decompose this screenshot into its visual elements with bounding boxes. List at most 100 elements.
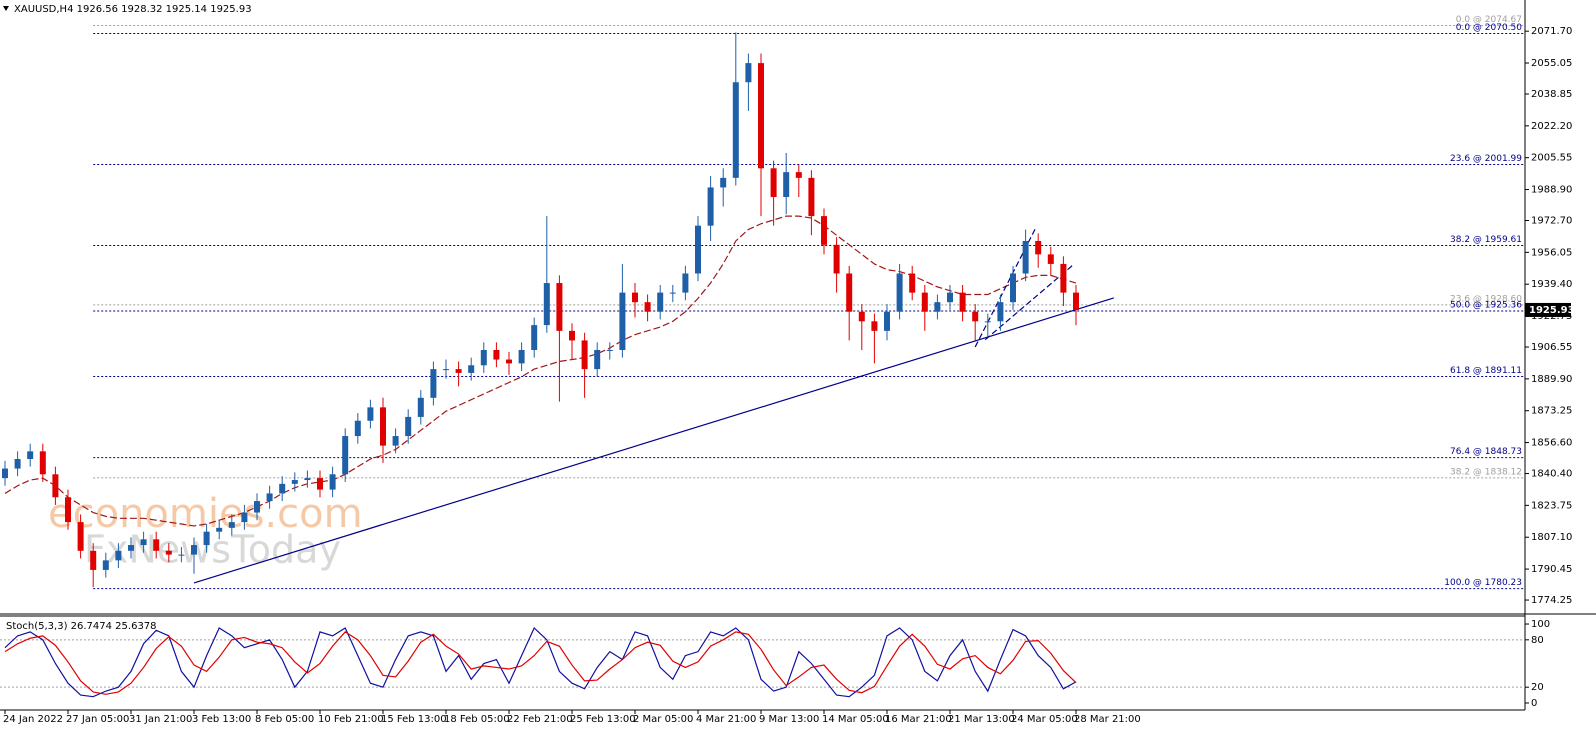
fib-label: 50.0 @ 1925.36 (1450, 301, 1522, 311)
candle-body (997, 302, 1004, 322)
y-tick-label: 1889.90 (1531, 374, 1572, 385)
candle-body (455, 369, 462, 373)
candle-body (695, 225, 701, 274)
candle-body (707, 187, 714, 226)
candle-body (632, 292, 638, 303)
candle-body (846, 273, 853, 312)
candle-body (52, 474, 59, 498)
y-tick-label: 1774.25 (1531, 595, 1572, 606)
candle-body (808, 177, 815, 217)
candle-body (493, 349, 500, 360)
candle-body (165, 550, 172, 555)
candle-body (178, 554, 185, 556)
candle-body (1010, 273, 1016, 303)
candle-body (909, 273, 916, 293)
candle-body (417, 397, 424, 417)
candle-body (959, 292, 966, 312)
candle-body (657, 292, 664, 312)
candle-body (279, 483, 286, 494)
candle-body (581, 340, 588, 370)
candle-body (228, 522, 235, 528)
fib-label: 0.0 @ 2074.67 (1456, 15, 1522, 25)
x-tick-label: 14 Mar 05:00 (822, 714, 889, 725)
candle-body (896, 273, 903, 312)
candle-body (329, 474, 336, 490)
trendline (984, 265, 1073, 341)
x-tick-label: 27 Jan 05:00 (66, 714, 129, 725)
trendline (193, 297, 1114, 584)
candle-body (833, 244, 840, 274)
oscillator-line (4, 626, 1077, 698)
y-tick-label: 1856.60 (1531, 438, 1572, 449)
x-tick-label: 15 Feb 13:00 (381, 714, 447, 725)
y-tick-label: 2038.85 (1531, 89, 1572, 100)
candle-body (921, 292, 928, 312)
candle-body (443, 369, 449, 371)
y-tick-label: 100 (1531, 619, 1550, 630)
candle-body (783, 172, 790, 197)
candle-body (2, 468, 8, 479)
candle-body (405, 416, 412, 437)
candle-body (128, 545, 134, 551)
x-tick-label: 21 Mar 13:00 (948, 714, 1015, 725)
candle-body (468, 365, 475, 373)
candle-body (480, 349, 487, 366)
y-tick-label: 0 (1531, 698, 1537, 709)
price-box (1525, 302, 1571, 317)
candle-body (669, 292, 676, 294)
candle-body (871, 321, 878, 331)
candle-body (77, 522, 84, 551)
y-tick-label: 2005.55 (1531, 153, 1572, 164)
candle-body (972, 311, 979, 322)
x-tick-label: 8 Feb 05:00 (255, 714, 314, 725)
candle-body (619, 292, 626, 350)
x-tick-label: 24 Mar 05:00 (1011, 714, 1078, 725)
candle-body (770, 168, 777, 197)
candle-body (1035, 240, 1042, 255)
y-tick-label: 2022.20 (1531, 121, 1572, 132)
y-tick-label: 1988.90 (1531, 185, 1572, 196)
candle-body (367, 407, 374, 421)
chart-title: XAUUSD,H4 1926.56 1928.32 1925.14 1925.9… (14, 4, 252, 15)
fib-label: 38.2 @ 1959.61 (1450, 235, 1522, 245)
candle-body (947, 292, 953, 303)
candle-body (115, 550, 122, 561)
y-tick-label: 1807.10 (1531, 532, 1572, 543)
y-tick-label: 1823.75 (1531, 500, 1572, 511)
y-tick-label: 1840.40 (1531, 469, 1572, 480)
candle-body (556, 283, 563, 331)
candle-body (543, 283, 550, 326)
candle-body (606, 349, 613, 351)
y-tick-label: 1906.55 (1531, 342, 1572, 353)
candle-body (531, 325, 538, 350)
candle-body (1060, 263, 1067, 293)
candle-body (392, 436, 399, 446)
fib-label: 23.6 @ 1928.60 (1450, 294, 1522, 304)
candle-body (317, 478, 323, 490)
x-tick-label: 10 Feb 21:00 (318, 714, 384, 725)
candle-body (594, 349, 601, 370)
candle-body (745, 63, 752, 83)
candle-body (380, 407, 386, 446)
candle-body (518, 349, 525, 364)
x-tick-label: 9 Mar 13:00 (759, 714, 819, 725)
y-tick-label: 1873.25 (1531, 406, 1572, 417)
watermark: economies.com (48, 491, 363, 537)
candle-body (254, 501, 260, 513)
menu-arrow (3, 6, 9, 11)
candle-body (191, 545, 197, 555)
candle-body (90, 550, 97, 570)
candle-body (720, 177, 727, 188)
candle-body (506, 359, 512, 364)
price-label: 1925.93 (1529, 305, 1575, 316)
candle-body (291, 480, 298, 484)
candle-body (304, 478, 311, 481)
candle-body (153, 539, 160, 551)
candle-body (1022, 240, 1029, 274)
y-tick-label: 1939.40 (1531, 279, 1572, 290)
x-tick-label: 18 Feb 05:00 (444, 714, 510, 725)
candle-body (266, 493, 273, 502)
candle-body (14, 459, 21, 469)
